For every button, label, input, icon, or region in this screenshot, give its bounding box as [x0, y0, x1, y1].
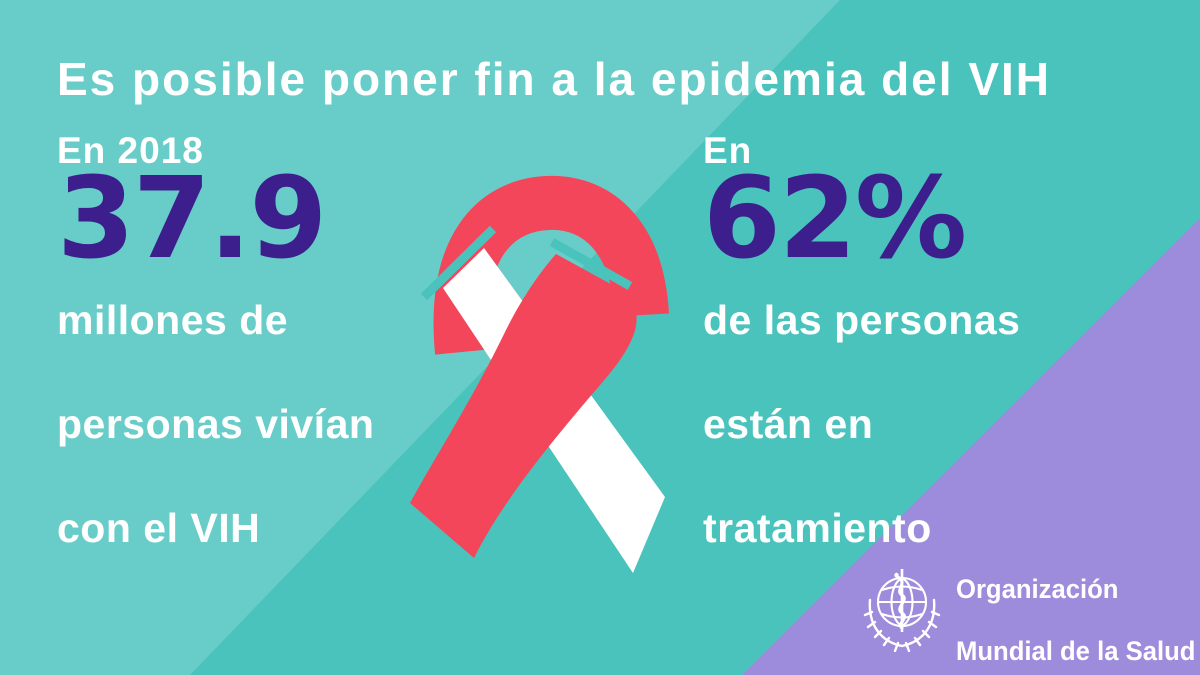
right-stat-prefix: En — [703, 130, 753, 171]
left-desc-line1: millones de — [57, 297, 289, 343]
left-desc-line2: personas vivían — [57, 401, 375, 447]
light-diagonal-band — [0, 0, 840, 675]
right-stat-description: de las personas están en tratamiento — [703, 294, 1020, 554]
who-wordmark: Organización Mundial de la Salud — [956, 574, 1195, 667]
who-emblem-icon — [863, 569, 941, 652]
purple-corner-triangle — [742, 218, 1200, 675]
aids-ribbon-icon — [410, 175, 669, 573]
right-desc-line2: están en — [703, 401, 874, 447]
ribbon-slit-right — [549, 238, 633, 290]
right-desc-line1: de las personas — [703, 297, 1021, 343]
left-stat-prefix: En 2018 — [57, 130, 204, 171]
right-stat-value: 62% — [703, 154, 967, 284]
who-name-line1: Organización — [956, 574, 1119, 604]
left-stat-value: 37.9 — [57, 154, 327, 284]
who-logo: Organización Mundial de la Salud — [858, 560, 1195, 666]
ribbon-slit-left — [420, 225, 497, 301]
left-desc-line3: con el VIH — [57, 505, 261, 551]
ribbon-red-band — [410, 254, 637, 558]
page-title: Es posible poner fin a la epidemia del V… — [57, 53, 1052, 105]
left-stat-description: millones de personas vivían con el VIH — [57, 294, 374, 554]
right-desc-line3: tratamiento — [703, 505, 932, 551]
who-name-line2: Mundial de la Salud — [956, 636, 1196, 666]
